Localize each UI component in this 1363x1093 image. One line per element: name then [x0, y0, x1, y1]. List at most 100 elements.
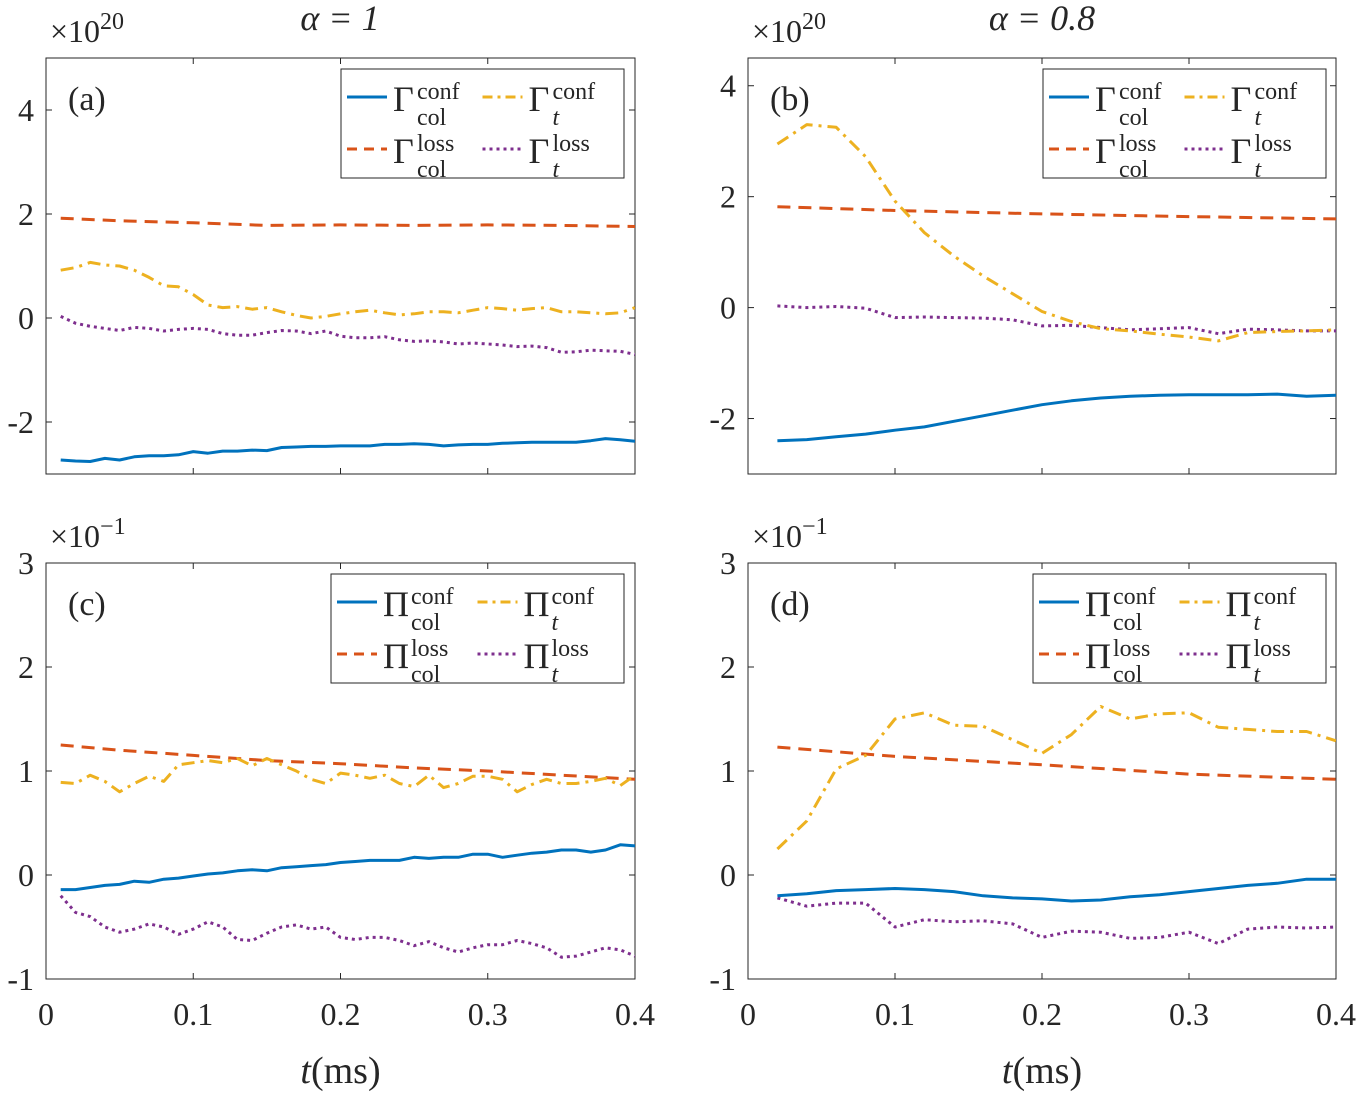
legend-subscript: col — [411, 610, 441, 636]
legend-entry: Π — [1085, 636, 1111, 676]
legend-subscript: t — [552, 662, 560, 688]
legend-subscript: t — [1254, 610, 1262, 636]
series-line-solid — [777, 877, 1336, 903]
y-tick-label: 0 — [18, 300, 34, 336]
multiplier-base: ×10 — [50, 518, 100, 554]
legend-symbol: Π — [383, 636, 409, 676]
y-tick-label: 2 — [18, 649, 34, 685]
y-tick-label: 0 — [18, 857, 34, 893]
multiplier-exponent: 20 — [802, 9, 826, 35]
y-tick-label: 1 — [720, 753, 736, 789]
legend-entry: Π — [1085, 584, 1111, 624]
legend-superscript: loss — [1119, 131, 1156, 157]
x-tick-label: 0 — [38, 996, 54, 1032]
axis-multiplier: ×1020 — [752, 9, 826, 49]
legend-entry: Π — [524, 584, 550, 624]
legend-subscript: col — [417, 105, 447, 131]
series-line-dashed — [60, 743, 635, 781]
legend-superscript: conf — [552, 584, 595, 610]
x-tick-label: 0.1 — [173, 996, 213, 1032]
multiplier-base: ×10 — [752, 13, 802, 49]
legend-superscript: loss — [553, 131, 590, 157]
x-label-unit: (ms) — [311, 1050, 381, 1092]
legend-subscript: t — [1255, 157, 1263, 183]
legend-superscript: conf — [553, 79, 596, 105]
legend-entry: Γ — [1231, 131, 1252, 171]
x-tick-label: 0.2 — [1022, 996, 1062, 1032]
x-tick-label: 0.4 — [1316, 996, 1356, 1032]
legend-superscript: conf — [1113, 584, 1156, 610]
y-tick-label: 0 — [720, 857, 736, 893]
y-tick-label: 3 — [18, 545, 34, 581]
legend-symbol: Π — [524, 584, 550, 624]
legend-entry: Γ — [1095, 79, 1116, 119]
legend-superscript: conf — [1254, 584, 1297, 610]
legend-subscript: col — [411, 662, 441, 688]
panel-title: α = 0.8 — [989, 0, 1095, 38]
x-tick-label: 0.4 — [615, 996, 655, 1032]
legend-subscript: t — [553, 157, 561, 183]
legend-superscript: conf — [1119, 79, 1162, 105]
legend-superscript: conf — [411, 584, 454, 610]
legend-symbol: Γ — [1095, 131, 1116, 171]
y-tick-label: -1 — [7, 961, 34, 997]
series-line-dotted — [777, 304, 1336, 336]
panel-label: (a) — [68, 81, 106, 118]
legend-subscript: col — [1119, 105, 1149, 131]
y-tick-label: 0 — [720, 290, 736, 326]
legend-entry: Π — [1226, 584, 1252, 624]
legend-subscript: t — [1254, 662, 1262, 688]
series-line-dashdot — [60, 757, 635, 794]
series-line-solid — [60, 437, 635, 463]
x-tick-label: 0.3 — [468, 996, 508, 1032]
series-line-dashdot — [776, 123, 1336, 343]
x-tick-label: 0.1 — [875, 996, 915, 1032]
legend-subscript: col — [1119, 157, 1149, 183]
series-line-dotted — [60, 315, 635, 356]
legend-symbol: Γ — [393, 131, 414, 171]
legend-symbol: Γ — [1231, 79, 1252, 119]
legend-entry: Γ — [529, 131, 550, 171]
axis-multiplier: ×10−1 — [50, 514, 126, 554]
y-tick-label: 4 — [720, 68, 736, 104]
legend-subscript: t — [552, 610, 560, 636]
legend-subscript: col — [1113, 610, 1143, 636]
series-line-solid — [60, 843, 635, 892]
multiplier-exponent: 20 — [100, 9, 124, 35]
legend-entry: Π — [1226, 636, 1252, 676]
x-tick-label: 0 — [740, 996, 756, 1032]
y-tick-label: 2 — [18, 196, 34, 232]
series-line-solid — [777, 392, 1336, 443]
legend-symbol: Π — [1226, 584, 1252, 624]
legend-entry: Π — [383, 584, 409, 624]
axis-multiplier: ×10−1 — [752, 514, 828, 554]
legend-box — [1042, 68, 1327, 179]
y-tick-label: 3 — [720, 545, 736, 581]
legend-box — [330, 573, 625, 684]
legend-symbol: Γ — [1231, 131, 1252, 171]
legend-symbol: Π — [1085, 584, 1111, 624]
legend-superscript: conf — [417, 79, 460, 105]
legend-symbol: Γ — [1095, 79, 1116, 119]
legend-entry: Π — [383, 636, 409, 676]
series-group — [59, 743, 635, 959]
legend-box — [1032, 573, 1327, 684]
legend-superscript: loss — [1254, 636, 1291, 662]
y-tick-label: 1 — [18, 753, 34, 789]
legend-superscript: loss — [411, 636, 448, 662]
series-line-dashed — [777, 205, 1336, 221]
legend-symbol: Π — [1085, 636, 1111, 676]
x-axis-label: t(ms) — [1002, 1050, 1082, 1092]
legend-subscript: col — [417, 157, 447, 183]
y-tick-label: 4 — [18, 92, 34, 128]
legend-superscript: loss — [417, 131, 454, 157]
legend-entry: Γ — [1095, 131, 1116, 171]
multiplier-base: ×10 — [50, 13, 100, 49]
